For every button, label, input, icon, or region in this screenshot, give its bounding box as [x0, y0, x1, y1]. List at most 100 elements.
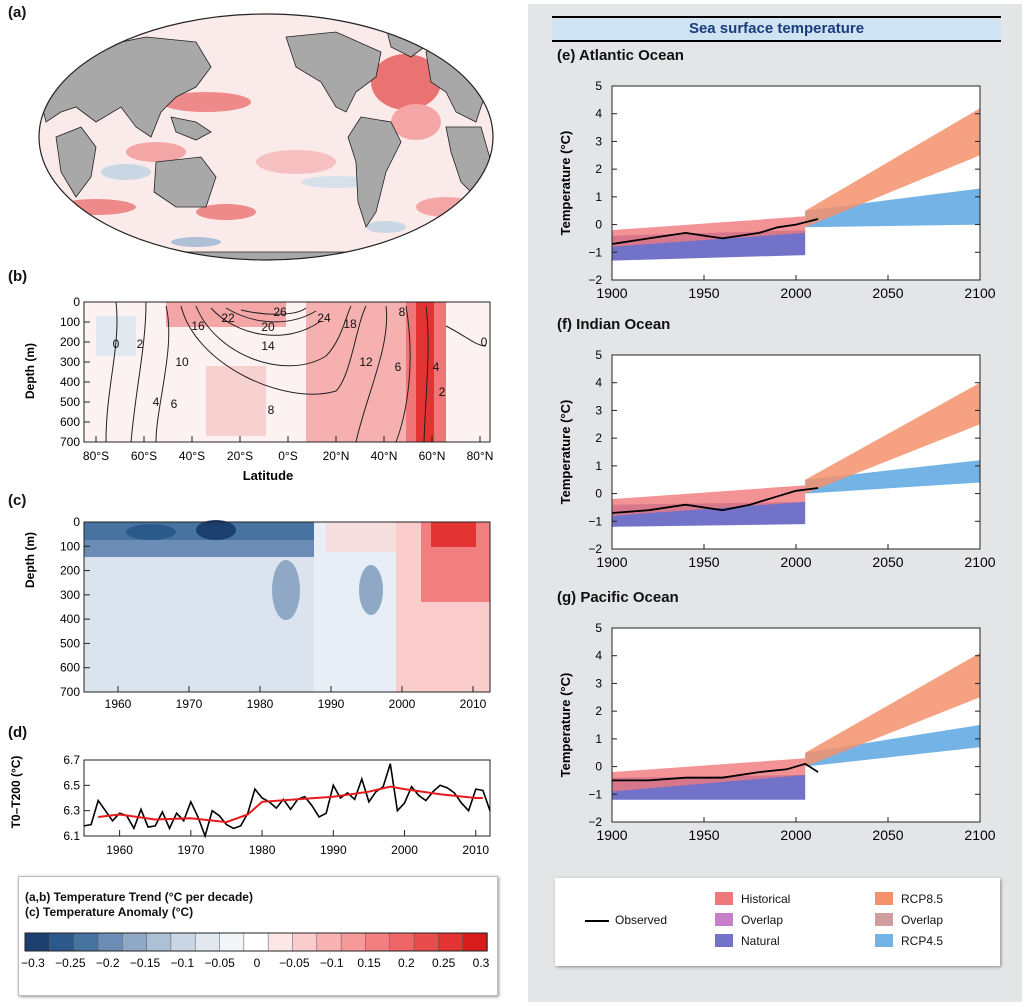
xtick-label: 1950	[688, 827, 719, 843]
observed-line	[612, 762, 819, 782]
xtick-label: 20°N	[323, 449, 350, 463]
rcp45-swatch	[875, 934, 893, 947]
contour-label: 12	[359, 355, 373, 369]
xtick-label: 2000	[391, 843, 418, 857]
xtick-label: 1900	[596, 827, 627, 843]
xtick-label: 20°S	[227, 449, 253, 463]
contour-label: 8	[399, 305, 406, 319]
panel-title-e: (e) Atlantic Ocean	[557, 47, 684, 64]
xtick-label: 1960	[106, 843, 133, 857]
chart-b-xlabel: Latitude	[243, 468, 294, 483]
contour-label: 22	[221, 311, 235, 325]
colorbar-tick-label: 0.25	[432, 956, 456, 970]
xtick-label: 2100	[964, 827, 995, 843]
legend-rcp45: RCP4.5	[901, 934, 944, 948]
chart-b-xticks: 80°S 60°S 40°S 20°S 0°S 20°N 40°N 60°N 80°N	[83, 436, 493, 463]
ytick-label: 1	[595, 732, 602, 746]
cooling-patches	[101, 164, 406, 247]
colorbar-tick-label: 0.15	[357, 956, 381, 970]
smoothed-line	[98, 785, 483, 824]
xtick-label: 1960	[105, 697, 132, 711]
xtick-label: 1970	[177, 843, 204, 857]
contour-label: 6	[395, 360, 402, 374]
colorbar-cell	[340, 932, 367, 952]
xtick-label: 2100	[964, 285, 995, 301]
colorbar-cell	[219, 932, 245, 952]
contour-label: 18	[343, 317, 357, 331]
rcp85-band	[805, 108, 980, 228]
contour-label: 20	[261, 320, 275, 334]
chart-b-yticks: 0 100 200 300 400 500 600 700	[60, 295, 90, 449]
ytick-label: 4	[595, 376, 602, 390]
ytick-label: 500	[60, 636, 80, 650]
legend-line2: (c) Temperature Anomaly (°C)	[25, 905, 194, 919]
contour-label: 14	[261, 339, 275, 353]
ytick-label: 4	[595, 649, 602, 663]
xtick-label: 60°N	[419, 449, 446, 463]
ytick-label: 100	[60, 315, 80, 329]
overlap-rcp-swatch	[875, 913, 893, 926]
legend-overlap-rcp: Overlap	[901, 913, 944, 927]
colorbar-cell	[438, 932, 464, 952]
xtick-label: 1900	[596, 554, 627, 570]
colorbar-cell	[316, 932, 342, 952]
rcp85-band	[805, 382, 980, 494]
ytick-label: 6.3	[63, 804, 80, 818]
panel-label-a: (a)	[8, 4, 27, 21]
xtick-label: 2000	[389, 697, 416, 711]
chart-c-shading	[84, 520, 490, 692]
xtick-label: 2000	[780, 554, 811, 570]
sst-title: Sea surface temperature	[552, 16, 1001, 42]
xtick-label: 40°N	[371, 449, 398, 463]
ylabel: Temperature (°C)	[558, 673, 573, 778]
colorbar-cell	[24, 932, 51, 952]
ytick-label: 500	[60, 395, 80, 409]
legend-line1: (a,b) Temperature Trend (°C per decade)	[25, 890, 253, 904]
ytick-label: 0	[595, 760, 602, 774]
colorbar-tick-label: −0.05	[279, 956, 310, 970]
warming-patches	[56, 54, 476, 220]
colorbar-tick-label: 0.3	[473, 956, 490, 970]
xtick-label: 2000	[780, 285, 811, 301]
chart-c-xticks: 1960 1970 1980 1990 2000 2010	[105, 686, 487, 711]
colorbar-tick-label: −0.1	[170, 956, 194, 970]
ytick-label: 1	[595, 190, 602, 204]
ytick-label: 6.7	[63, 753, 80, 767]
rcp45-band	[805, 188, 980, 228]
ytick-label: −2	[588, 815, 602, 829]
contour-label: 4	[153, 395, 160, 409]
observed-line	[611, 218, 819, 245]
xtick-label: 80°N	[467, 449, 494, 463]
world-map	[38, 13, 494, 261]
contour-label: 10	[175, 355, 189, 369]
rcp45-band	[805, 460, 980, 494]
xtick-label: 1950	[688, 285, 719, 301]
chart-b: Depth (m) 26 22 20 24 18 16 14 12 10 8 6…	[23, 295, 493, 483]
ytick-label: 3	[595, 403, 602, 417]
ytick-label: 700	[60, 685, 80, 699]
ytick-label: 3	[595, 676, 602, 690]
ytick-label: −1	[588, 787, 602, 801]
contour-label: 8	[268, 403, 275, 417]
panel-title-f: (f) Indian Ocean	[557, 316, 671, 333]
colorbar-cell	[49, 932, 75, 952]
xtick-label: 1990	[318, 697, 345, 711]
contour-label: 16	[191, 319, 205, 333]
panel-label-c: (c)	[8, 492, 27, 509]
xtick-label: 1990	[320, 843, 347, 857]
ytick-label: 5	[595, 79, 602, 93]
ytick-label: 1	[595, 459, 602, 473]
colorbar-tick-label: 0.2	[398, 956, 415, 970]
rcp85-swatch	[875, 892, 893, 905]
colorbar-cell	[413, 932, 440, 952]
ytick-label: 2	[595, 704, 602, 718]
colorbar-tick-label: −0.3	[21, 956, 45, 970]
xtick-label: 2050	[872, 554, 903, 570]
xtick-label: 2050	[872, 827, 903, 843]
natural-swatch	[715, 934, 733, 947]
legend-observed: Observed	[615, 913, 668, 927]
legend-natural: Natural	[741, 934, 780, 948]
